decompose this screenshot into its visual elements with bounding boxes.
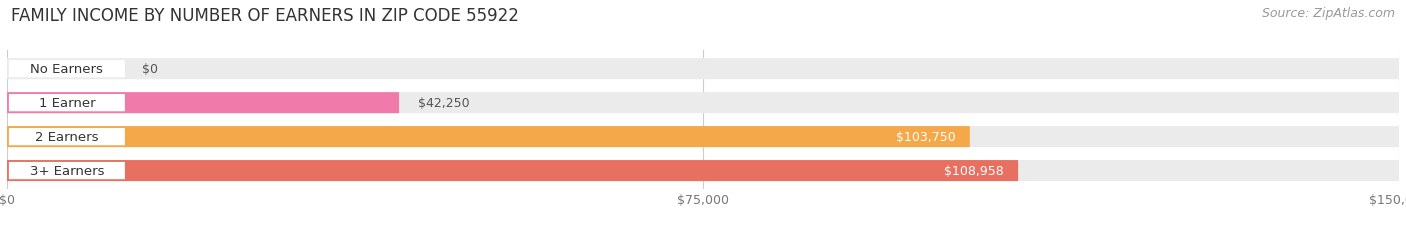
FancyBboxPatch shape (7, 59, 1399, 80)
FancyBboxPatch shape (7, 93, 399, 114)
FancyBboxPatch shape (8, 61, 125, 78)
FancyBboxPatch shape (7, 160, 1399, 181)
FancyBboxPatch shape (7, 160, 1018, 181)
Text: $108,958: $108,958 (945, 164, 1004, 177)
FancyBboxPatch shape (7, 93, 1399, 114)
Text: $42,250: $42,250 (418, 97, 470, 110)
Text: FAMILY INCOME BY NUMBER OF EARNERS IN ZIP CODE 55922: FAMILY INCOME BY NUMBER OF EARNERS IN ZI… (11, 7, 519, 25)
Text: No Earners: No Earners (31, 63, 103, 76)
Text: $0: $0 (142, 63, 157, 76)
Text: $103,750: $103,750 (896, 131, 956, 143)
Text: 3+ Earners: 3+ Earners (30, 164, 104, 177)
FancyBboxPatch shape (8, 162, 125, 179)
Text: Source: ZipAtlas.com: Source: ZipAtlas.com (1261, 7, 1395, 20)
FancyBboxPatch shape (7, 127, 970, 148)
FancyBboxPatch shape (8, 128, 125, 146)
Text: 1 Earner: 1 Earner (38, 97, 96, 110)
FancyBboxPatch shape (7, 127, 1399, 148)
FancyBboxPatch shape (8, 95, 125, 112)
Text: 2 Earners: 2 Earners (35, 131, 98, 143)
